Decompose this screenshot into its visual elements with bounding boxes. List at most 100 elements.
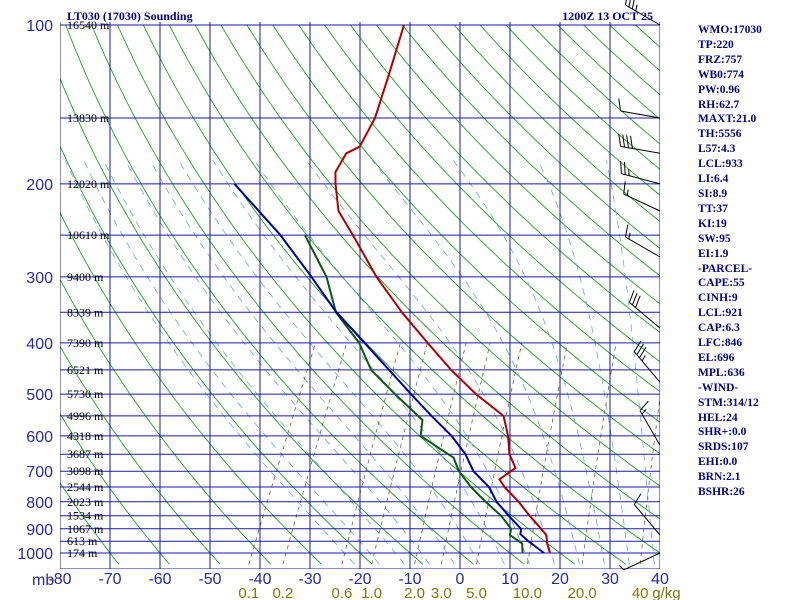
- temperature-tick-label: -60: [148, 571, 171, 588]
- dry-adiabat-line: [65, 24, 474, 565]
- height-label: 2023 m: [67, 495, 104, 509]
- pressure-tick-label: 900: [26, 522, 53, 539]
- pressure-tick-label: 200: [26, 177, 53, 194]
- dry-adiabat-line: [324, 24, 660, 363]
- mixing-ratio-line: [581, 342, 617, 565]
- temperature-tick-label: -20: [348, 571, 371, 588]
- moist-adiabat-line: [605, 159, 655, 565]
- dry-adiabat-line: [220, 24, 660, 487]
- index-item: LCL:921: [698, 307, 743, 320]
- dry-adiabat-line: [350, 24, 660, 334]
- dry-adiabat-line: [168, 24, 660, 554]
- mixing-ratio-label: 1.0: [361, 585, 382, 600]
- height-label: 613 m: [67, 534, 98, 548]
- index-item: SHR+:0.0: [698, 426, 747, 439]
- mixing-ratio-line: [639, 394, 660, 565]
- wind-barb: [639, 400, 661, 446]
- height-label: 174 m: [67, 546, 98, 560]
- mixing-ratio-line: [440, 342, 491, 565]
- moist-adiabat-line: [178, 159, 480, 565]
- height-label: 12020 m: [67, 177, 110, 191]
- index-item: SI:8.9: [698, 187, 728, 200]
- index-item: FRZ:757: [698, 53, 743, 66]
- index-item: PW:0.96: [698, 83, 740, 96]
- temperature-tick-label: 10: [501, 571, 519, 588]
- pressure-tick-label: 500: [26, 387, 53, 404]
- index-item: LFC:846: [698, 337, 743, 350]
- mixing-ratio-line: [341, 342, 401, 565]
- index-item: BRN:2.1: [698, 471, 741, 484]
- index-item: EL:696: [698, 351, 735, 364]
- height-label: 1534 m: [67, 509, 104, 523]
- sounding-indices-panel: WMO:17030 TP:220 FRZ:757 WB0:774 PW:0.96 RH:6…: [698, 23, 798, 500]
- index-item: STM:314/12: [698, 396, 759, 409]
- mixing-ratio-label: 2.0: [404, 585, 425, 600]
- wind-barbs: [618, 0, 661, 571]
- index-item: LI:6.4: [698, 173, 729, 186]
- moist-adiabat-line: [64, 159, 355, 565]
- mixing-ratio-label: 0.2: [272, 585, 293, 600]
- height-label: 2544 m: [67, 480, 104, 494]
- wind-barb: [619, 552, 661, 571]
- temperature-tick-label: -80: [48, 571, 71, 588]
- height-label: 16540 m: [67, 18, 110, 32]
- temperature-tick-label: -10: [398, 571, 421, 588]
- wind-barb: [628, 290, 661, 329]
- wind-barb: [624, 224, 661, 258]
- mixing-ratio-label: 40: [632, 585, 649, 600]
- moist-adiabat-line: [83, 159, 380, 565]
- temperature-tick-label: -50: [198, 571, 221, 588]
- wind-barb: [620, 160, 661, 185]
- chart-title-left: LT030 (17030) Sounding: [67, 9, 193, 23]
- index-item: EHI:0.0: [698, 456, 738, 469]
- temperature-profile-line: [334, 24, 551, 554]
- dry-adiabat-line: [60, 413, 170, 565]
- wind-barb: [624, 0, 661, 26]
- pressure-tick-label: 400: [26, 336, 53, 353]
- temperature-tick-label: 20: [551, 571, 569, 588]
- pressure-tick-label: 600: [26, 429, 53, 446]
- pressure-tick-label: 1000: [17, 546, 53, 563]
- index-item: MPL:636: [698, 366, 745, 379]
- pressure-tick-label: 800: [26, 495, 53, 512]
- index-item: SW:95: [698, 232, 731, 245]
- dry-adiabat-line: [142, 24, 626, 565]
- mixing-ratio-label: 10.0: [513, 585, 542, 600]
- index-item: CINH:9: [698, 292, 738, 305]
- dry-adiabat-line: [376, 24, 660, 305]
- height-label: 4318 m: [67, 429, 104, 443]
- dry-adiabat-line: [298, 24, 660, 393]
- index-item: SRDS:107: [698, 441, 749, 454]
- pressure-tick-label: 700: [26, 464, 53, 481]
- dry-adiabat-line: [117, 24, 576, 565]
- index-item: EI:1.9: [698, 247, 729, 260]
- dewpoint-profile-line: [304, 234, 524, 554]
- moist-adiabat-line: [537, 159, 630, 565]
- index-item: TH:5556: [698, 128, 742, 141]
- mixing-ratio-line: [414, 342, 467, 565]
- mixing-ratio-line: [248, 342, 316, 565]
- dry-adiabat-line: [60, 278, 272, 565]
- index-item: TP:220: [698, 38, 734, 51]
- height-label: 13830 m: [67, 111, 110, 125]
- height-label: 10610 m: [67, 228, 110, 242]
- dry-adiabat-line: [60, 77, 424, 565]
- dry-adiabat-line: [246, 24, 660, 455]
- height-label: 5730 m: [67, 387, 104, 401]
- pressure-tick-label: 300: [26, 270, 53, 287]
- index-item: TT:37: [698, 202, 728, 215]
- temperature-tick-label: -70: [98, 571, 121, 588]
- mixing-ratio-label: 3.0: [431, 585, 452, 600]
- temperature-tick-label: 30: [601, 571, 619, 588]
- moist-adiabat-line: [371, 159, 580, 565]
- index-item: MAXT:21.0: [698, 113, 757, 126]
- moist-adiabat-line: [149, 159, 455, 565]
- mixing-ratio-line: [527, 342, 568, 565]
- index-item: CAP:6.3: [698, 322, 740, 335]
- dry-adiabat-line: [60, 481, 120, 565]
- temperature-tick-label: -40: [248, 571, 271, 588]
- wind-barb: [618, 98, 661, 119]
- sounding-profiles: [233, 24, 551, 554]
- index-item: HEL:24: [698, 411, 738, 424]
